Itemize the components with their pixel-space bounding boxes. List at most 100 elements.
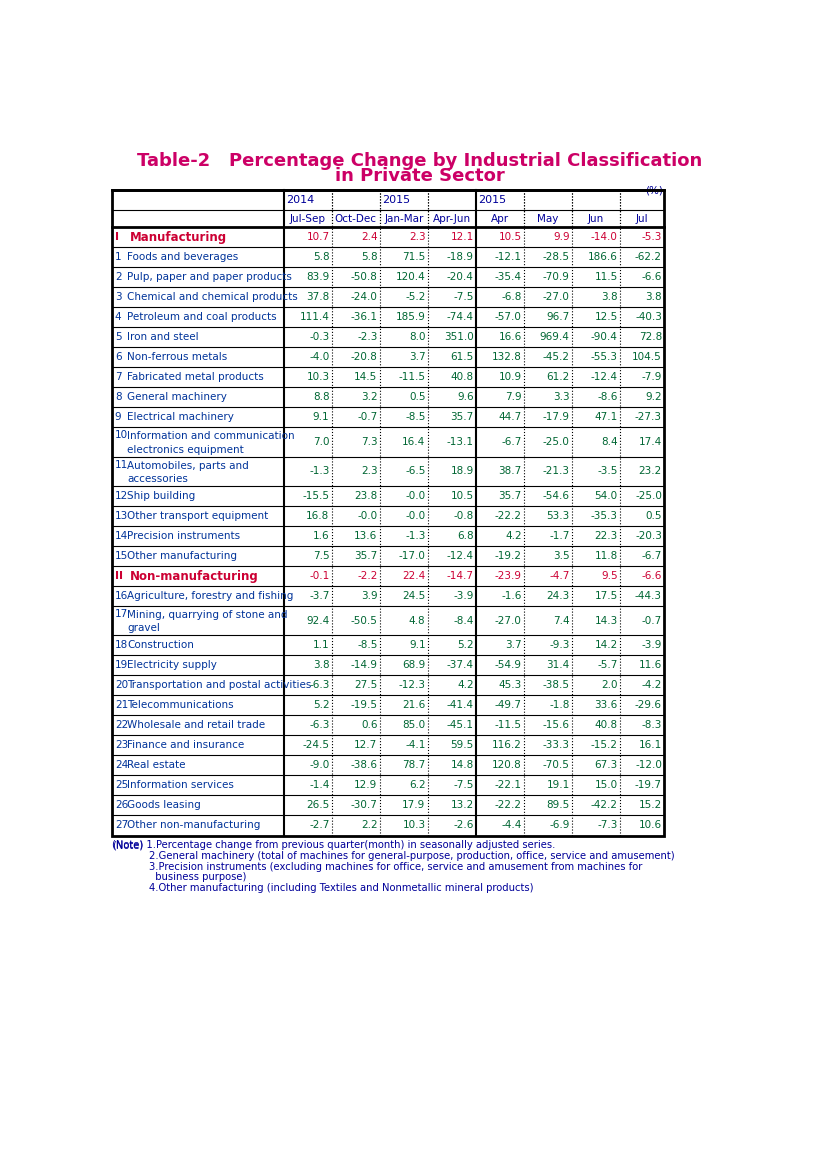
Text: General machinery: General machinery [127, 392, 227, 402]
Text: 12: 12 [115, 491, 128, 501]
Text: -5.2: -5.2 [405, 292, 426, 302]
Text: Telecommunications: Telecommunications [127, 701, 233, 710]
Text: -42.2: -42.2 [590, 801, 618, 810]
Text: 2: 2 [115, 272, 121, 283]
Text: (Note) 1.Percentage change from previous quarter(month) in seasonally adjusted s: (Note) 1.Percentage change from previous… [111, 840, 555, 850]
Text: 9.9: 9.9 [553, 232, 570, 242]
Text: 67.3: 67.3 [595, 761, 618, 771]
Text: -12.0: -12.0 [635, 761, 662, 771]
Text: electronics equipment: electronics equipment [127, 445, 244, 455]
Text: 44.7: 44.7 [499, 412, 522, 423]
Text: 6.2: 6.2 [409, 780, 426, 791]
Text: 89.5: 89.5 [546, 801, 570, 810]
Bar [111, 191, 664, 835]
Text: -38.6: -38.6 [351, 761, 378, 771]
Text: -33.3: -33.3 [543, 740, 570, 750]
Text: 37.8: 37.8 [306, 292, 329, 302]
Text: 9.5: 9.5 [601, 571, 618, 581]
Text: 85.0: 85.0 [402, 720, 426, 731]
Text: -7.3: -7.3 [597, 820, 618, 831]
Text: 2.4: 2.4 [361, 232, 378, 242]
Text: 0.5: 0.5 [645, 511, 662, 520]
Text: -36.1: -36.1 [351, 313, 378, 322]
Text: Finance and insurance: Finance and insurance [127, 740, 244, 750]
Text: -5.7: -5.7 [597, 661, 618, 670]
Text: -3.9: -3.9 [453, 591, 473, 601]
Text: -4.1: -4.1 [405, 740, 426, 750]
Text: (Note): (Note) [111, 840, 143, 850]
Text: -6.7: -6.7 [501, 437, 522, 447]
Text: 45.3: 45.3 [499, 680, 522, 691]
Text: 2.3: 2.3 [409, 232, 426, 242]
Text: 7.3: 7.3 [361, 437, 378, 447]
Text: -2.2: -2.2 [357, 571, 378, 581]
Text: -14.7: -14.7 [446, 571, 473, 581]
Text: 54.0: 54.0 [595, 491, 618, 501]
Text: 61.2: 61.2 [546, 372, 570, 383]
Text: 5.2: 5.2 [313, 701, 329, 710]
Text: -35.4: -35.4 [495, 272, 522, 283]
Text: -1.7: -1.7 [550, 531, 570, 541]
Text: -25.0: -25.0 [635, 491, 662, 501]
Text: 68.9: 68.9 [402, 661, 426, 670]
Text: 104.5: 104.5 [632, 353, 662, 362]
Text: 10.6: 10.6 [639, 820, 662, 831]
Text: -22.2: -22.2 [495, 801, 522, 810]
Text: -54.6: -54.6 [543, 491, 570, 501]
Text: 15.2: 15.2 [639, 801, 662, 810]
Text: -29.6: -29.6 [635, 701, 662, 710]
Text: -15.6: -15.6 [543, 720, 570, 731]
Text: -20.4: -20.4 [446, 272, 473, 283]
Text: -1.3: -1.3 [405, 531, 426, 541]
Text: 53.3: 53.3 [546, 511, 570, 520]
Text: -17.0: -17.0 [399, 552, 426, 561]
Text: -24.5: -24.5 [302, 740, 329, 750]
Text: -90.4: -90.4 [590, 332, 618, 342]
Text: 40.8: 40.8 [450, 372, 473, 383]
Text: 9.2: 9.2 [645, 392, 662, 402]
Text: 3.8: 3.8 [645, 292, 662, 302]
Text: 40.8: 40.8 [595, 720, 618, 731]
Text: 10.9: 10.9 [499, 372, 522, 383]
Text: -27.0: -27.0 [543, 292, 570, 302]
Text: Construction: Construction [127, 640, 194, 650]
Text: 78.7: 78.7 [402, 761, 426, 771]
Text: -44.3: -44.3 [635, 591, 662, 601]
Text: 5.8: 5.8 [361, 253, 378, 262]
Text: 33.6: 33.6 [595, 701, 618, 710]
Text: 132.8: 132.8 [491, 353, 522, 362]
Text: 11.6: 11.6 [639, 661, 662, 670]
Text: 16.4: 16.4 [402, 437, 426, 447]
Text: 14.8: 14.8 [450, 761, 473, 771]
Text: 5.8: 5.8 [313, 253, 329, 262]
Text: Transportation and postal activities: Transportation and postal activities [127, 680, 311, 691]
Text: -6.8: -6.8 [501, 292, 522, 302]
Text: Precision instruments: Precision instruments [127, 531, 240, 541]
Text: 351.0: 351.0 [444, 332, 473, 342]
Text: Oct-Dec: Oct-Dec [335, 214, 377, 224]
Text: 14: 14 [115, 531, 128, 541]
Text: Electrical machinery: Electrical machinery [127, 412, 234, 423]
Text: -4.7: -4.7 [550, 571, 570, 581]
Text: -1.3: -1.3 [309, 466, 329, 477]
Text: Agriculture, forestry and fishing: Agriculture, forestry and fishing [127, 591, 293, 601]
Text: -17.9: -17.9 [543, 412, 570, 423]
Text: 10.3: 10.3 [402, 820, 426, 831]
Text: 25: 25 [115, 780, 128, 791]
Text: -30.7: -30.7 [351, 801, 378, 810]
Text: -70.9: -70.9 [543, 272, 570, 283]
Text: -18.9: -18.9 [446, 253, 473, 262]
Text: -70.5: -70.5 [543, 761, 570, 771]
Text: 5.2: 5.2 [457, 640, 473, 650]
Text: 3.8: 3.8 [601, 292, 618, 302]
Text: 16: 16 [115, 591, 128, 601]
Text: 12.9: 12.9 [355, 780, 378, 791]
Text: 3.8: 3.8 [313, 661, 329, 670]
Text: 5: 5 [115, 332, 121, 342]
Text: 111.4: 111.4 [300, 313, 329, 322]
Text: -13.1: -13.1 [446, 437, 473, 447]
Text: 7.5: 7.5 [313, 552, 329, 561]
Text: 9.6: 9.6 [457, 392, 473, 402]
Text: May: May [537, 214, 559, 224]
Text: 23: 23 [115, 740, 128, 750]
